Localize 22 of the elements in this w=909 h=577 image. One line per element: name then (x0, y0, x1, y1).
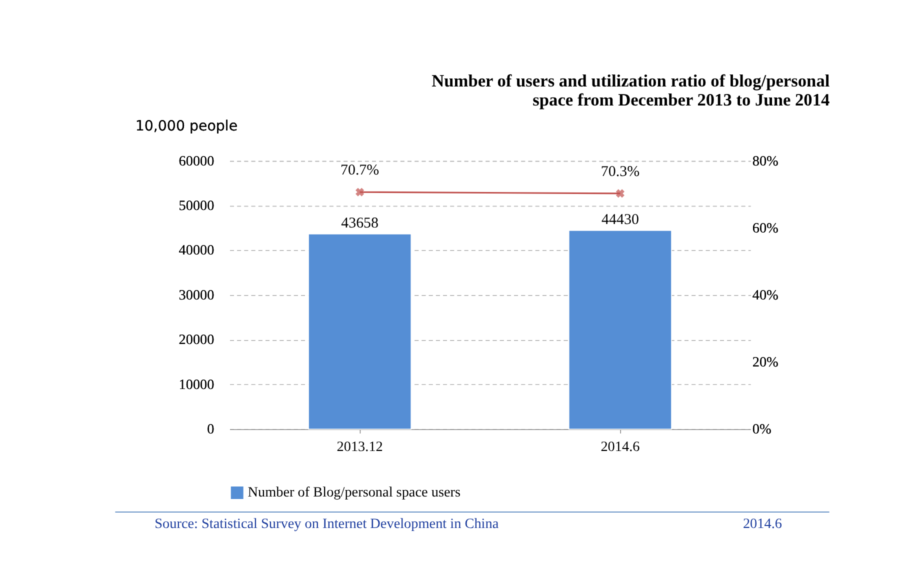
y-axis-title: 10,000 people (135, 118, 238, 135)
data-label: 70.7% (340, 162, 380, 179)
y-tick-label: 40000 (178, 242, 214, 259)
y2-tick-label: 80% (752, 153, 779, 170)
chart-title: Number of users and utilization ratio of blog/personal space from December 2013 to June 2014 (432, 72, 830, 110)
y2-tick-label: 60% (752, 220, 779, 236)
y-tick-label: 10000 (178, 376, 214, 393)
y-tick-label: 0 (207, 422, 214, 438)
y-tick-label: 60000 (178, 153, 214, 170)
y2-tick-label: 0% (752, 422, 772, 438)
y2-tick-label: 40% (752, 287, 779, 304)
text: 2014.6 (742, 516, 782, 532)
data-label: 70.3% (600, 164, 640, 180)
data-label: 43658 (341, 216, 379, 232)
y2-tick-label: 20% (752, 354, 779, 370)
legend-label: Number of Blog/personal space users (248, 484, 461, 501)
source-note: Source: Statistical Survey on Internet Development in China (154, 516, 500, 532)
y-tick-label: 20000 (178, 332, 214, 348)
x-tick-label: 2013.12 (336, 438, 383, 455)
data-label: 44430 (601, 212, 639, 228)
y-tick-label: 30000 (178, 287, 214, 304)
y-tick-label: 50000 (178, 198, 214, 214)
